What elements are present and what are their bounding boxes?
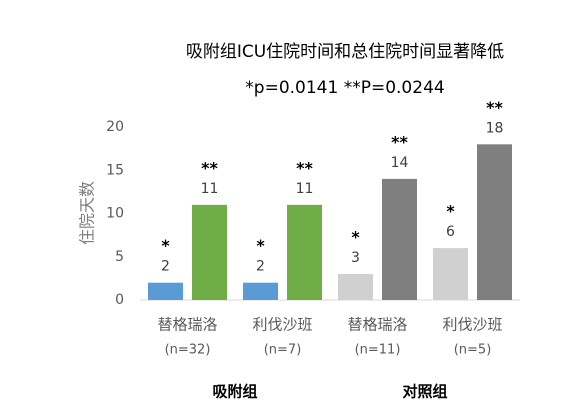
value-label: 11 [296, 181, 314, 197]
significance-marker: * [446, 202, 455, 221]
group-label: 对照组 [402, 383, 447, 401]
value-label: 14 [391, 155, 409, 171]
x-tick-label: 利伐沙班 [442, 316, 502, 334]
bar [287, 204, 322, 300]
x-tick-sublabel: (n=11) [355, 343, 401, 358]
bar [382, 178, 417, 300]
value-label: 2 [256, 259, 265, 275]
y-axis-label: 住院天数 [78, 181, 97, 245]
significance-marker: * [256, 236, 265, 255]
bar [243, 282, 278, 300]
y-tick-label: 15 [106, 162, 124, 178]
x-tick-label: 替格瑞洛 [157, 316, 217, 334]
group-label: 吸附组 [212, 383, 257, 401]
significance-marker: ** [391, 132, 408, 151]
bar [477, 144, 512, 300]
x-tick-sublabel: (n=7) [264, 343, 302, 358]
value-label: 6 [446, 224, 455, 240]
bar [192, 204, 227, 300]
value-label: 18 [486, 120, 504, 136]
significance-marker: ** [296, 158, 313, 177]
x-tick-sublabel: (n=5) [454, 343, 492, 358]
significance-marker: * [161, 236, 170, 255]
y-tick-label: 20 [106, 119, 124, 135]
value-label: 3 [351, 250, 360, 266]
x-tick-label: 利伐沙班 [252, 316, 312, 334]
y-tick-label: 5 [115, 249, 124, 265]
significance-marker: ** [201, 158, 218, 177]
significance-marker: ** [486, 98, 503, 117]
bar [433, 248, 468, 300]
x-tick-sublabel: (n=32) [165, 343, 211, 358]
significance-marker: * [351, 228, 360, 247]
bar [338, 274, 373, 300]
chart-subtitle: *p=0.0141 **P=0.0244 [245, 78, 444, 98]
x-tick-label: 替格瑞洛 [347, 316, 407, 334]
value-label: 2 [161, 259, 170, 275]
chart-title: 吸附组ICU住院时间和总住院时间显著降低 [186, 42, 504, 62]
value-label: 11 [201, 181, 219, 197]
y-tick-label: 0 [115, 292, 124, 308]
y-tick-label: 10 [106, 206, 124, 222]
bar [148, 282, 183, 300]
